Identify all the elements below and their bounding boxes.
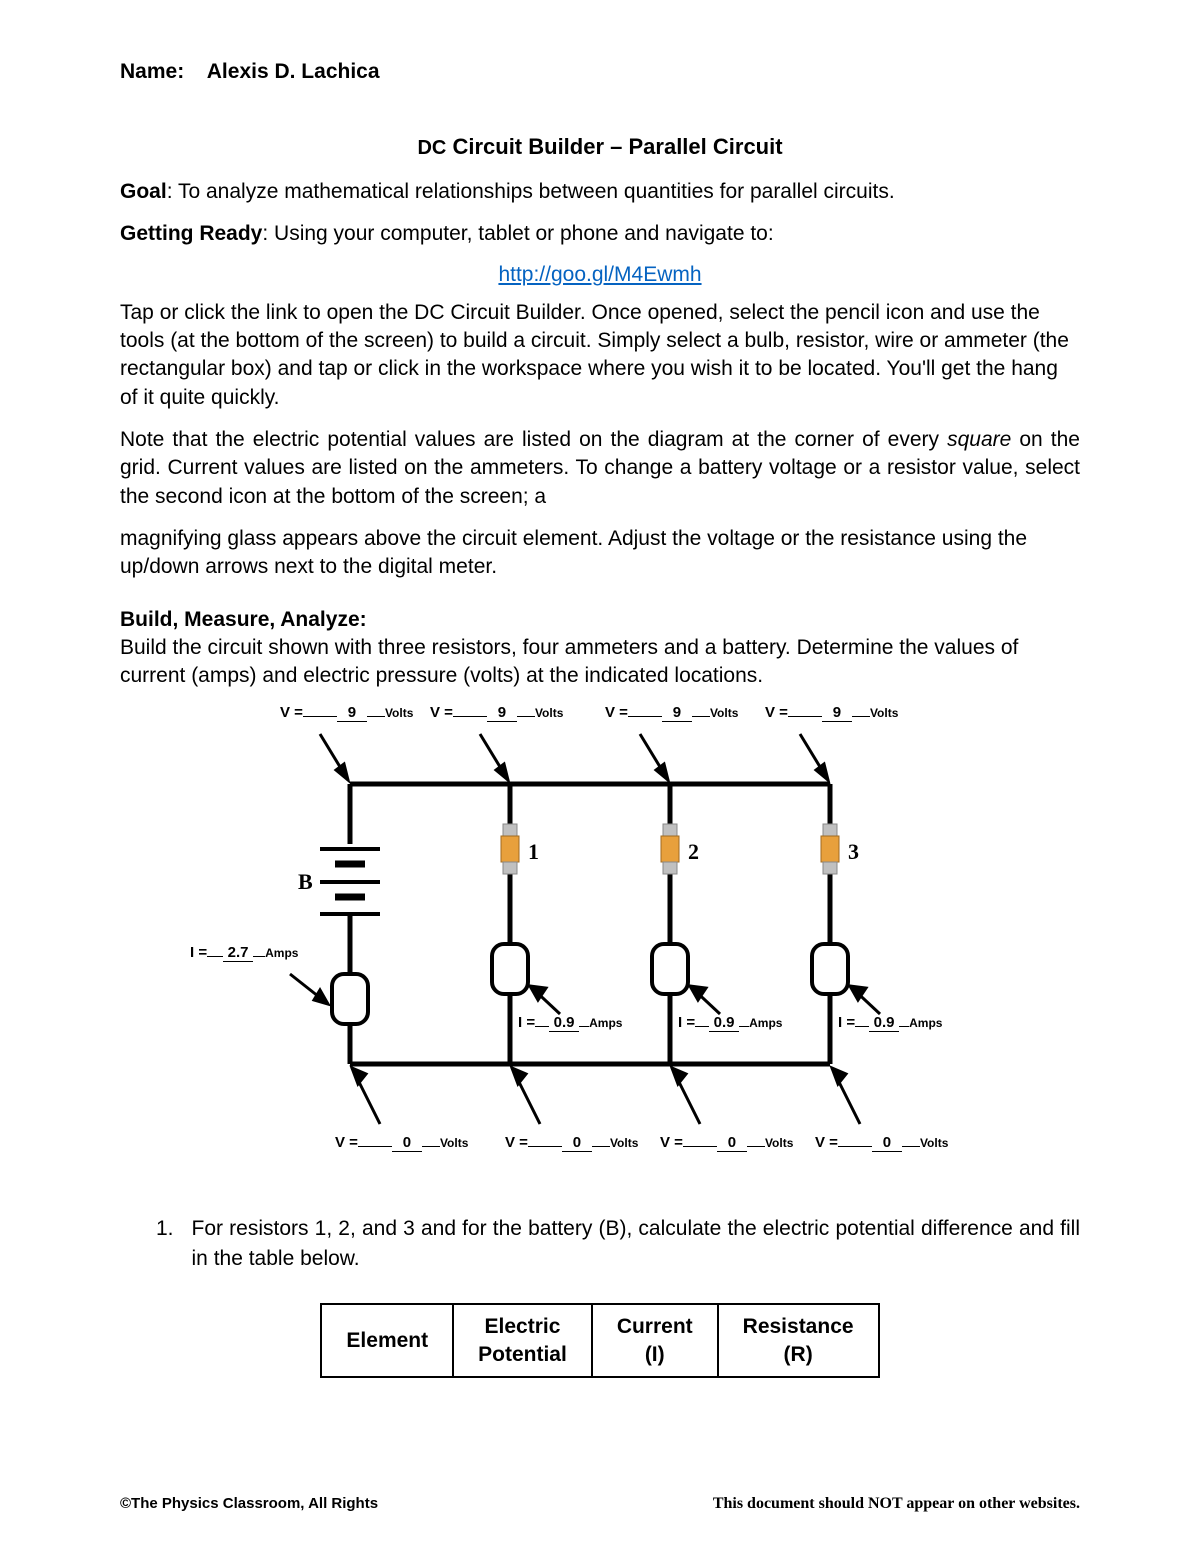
v-top-3: V =9Volts — [605, 704, 738, 722]
th-potential: ElectricPotential — [453, 1304, 592, 1377]
question-1: 1. For resistors 1, 2, and 3 and for the… — [120, 1214, 1080, 1273]
v-bottom-3: V =0Volts — [660, 1134, 793, 1152]
svg-text:B: B — [298, 869, 313, 894]
i-branch-3: I =0.9Amps — [838, 1014, 942, 1032]
v-bottom-4: V =0Volts — [815, 1134, 948, 1152]
intro-p3: magnifying glass appears above the circu… — [120, 525, 1080, 582]
th-element: Element — [321, 1304, 453, 1377]
getting-ready-text: : Using your computer, tablet or phone a… — [262, 222, 773, 245]
th-current: Current(I) — [592, 1304, 718, 1377]
svg-text:1: 1 — [528, 839, 539, 864]
name-label: Name: — [120, 60, 184, 83]
v-bottom-2: V =0Volts — [505, 1134, 638, 1152]
data-table: Element ElectricPotential Current(I) Res… — [320, 1303, 879, 1378]
getting-ready-para: Getting Ready: Using your computer, tabl… — [120, 220, 1080, 248]
build-text: Build the circuit shown with three resis… — [120, 634, 1080, 691]
i-branch-2: I =0.9Amps — [678, 1014, 782, 1032]
intro-p2: Note that the electric potential values … — [120, 426, 1080, 511]
build-heading: Build, Measure, Analyze: — [120, 608, 1080, 632]
getting-ready-label: Getting Ready — [120, 222, 262, 245]
footer-left: ©The Physics Classroom, All Rights — [120, 1495, 378, 1513]
svg-text:2: 2 — [688, 839, 699, 864]
v-top-1: V =9Volts — [280, 704, 413, 722]
intro-p2a: Note that the electric potential values … — [120, 428, 947, 451]
v-top-4: V =9Volts — [765, 704, 898, 722]
title-main: Circuit Builder – Parallel Circuit — [452, 134, 782, 159]
title-prefix: DC — [417, 137, 446, 159]
goal-para: Goal: To analyze mathematical relationsh… — [120, 178, 1080, 206]
svg-text:3: 3 — [848, 839, 859, 864]
i-branch-1: I =0.9Amps — [518, 1014, 622, 1032]
intro-p2-italic: square — [947, 428, 1011, 451]
q1-number: 1. — [156, 1214, 174, 1273]
page-title: DC Circuit Builder – Parallel Circuit — [120, 134, 1080, 160]
goal-text: : To analyze mathematical relationships … — [167, 180, 895, 203]
th-resistance: Resistance(R) — [718, 1304, 879, 1377]
intro-p1: Tap or click the link to open the DC Cir… — [120, 299, 1080, 412]
q1-text: For resistors 1, 2, and 3 and for the ba… — [192, 1214, 1080, 1273]
v-bottom-1: V =0Volts — [335, 1134, 468, 1152]
url-link[interactable]: http://goo.gl/M4Ewmh — [120, 263, 1080, 287]
circuit-diagram: B 1 2 3 — [220, 704, 980, 1174]
i-battery: I =2.7Amps — [190, 944, 298, 962]
v-top-2: V =9Volts — [430, 704, 563, 722]
page-footer: ©The Physics Classroom, All Rights This … — [120, 1495, 1080, 1513]
footer-right: This document should NOT appear on other… — [713, 1495, 1080, 1513]
name-line: Name: Alexis D. Lachica — [120, 60, 1080, 84]
name-value: Alexis D. Lachica — [207, 60, 380, 83]
goal-label: Goal — [120, 180, 167, 203]
